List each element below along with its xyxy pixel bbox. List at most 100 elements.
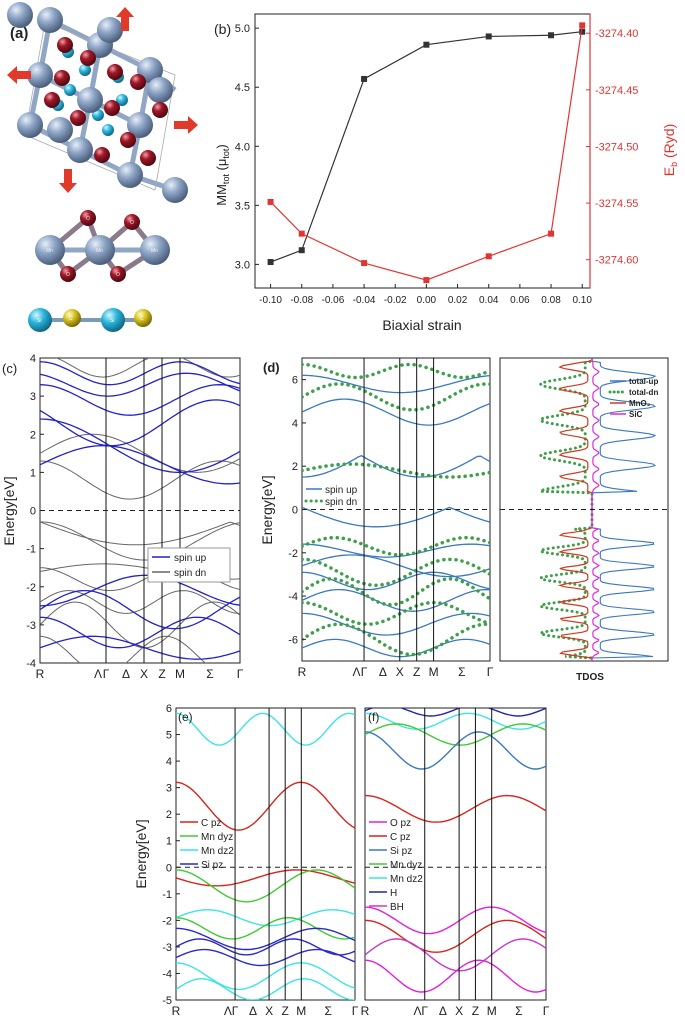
o-atom-label: O — [130, 220, 134, 226]
dos-x-label: TDOS — [576, 672, 604, 683]
plot-frame-b — [254, 13, 591, 289]
mn-atom — [140, 235, 170, 265]
y-tick-label: 0 — [292, 505, 298, 517]
k-label: Γ — [352, 1004, 359, 1017]
dos-legend-item: MnO₂ — [629, 399, 651, 408]
legend-item: spin dn — [325, 497, 357, 508]
projected-band — [365, 708, 546, 717]
band-spin-up — [40, 574, 240, 607]
y-tick-label: -3 — [162, 942, 172, 954]
band-spin-dn — [40, 601, 240, 649]
band-spin-dn — [40, 635, 207, 663]
y-tick-label: -2 — [26, 582, 36, 594]
k-label: Δ — [249, 1004, 257, 1017]
si-atom — [102, 124, 114, 136]
series-line — [270, 31, 583, 263]
y-tick-label: -4 — [162, 968, 172, 980]
k-label: R — [298, 665, 307, 679]
band-spin-dn — [302, 362, 490, 380]
sic-chain-structure: Si C Si C — [28, 308, 152, 332]
y-tick-label: 2 — [30, 429, 36, 441]
k-label: M — [429, 665, 439, 679]
si-atom-label: Si — [37, 318, 41, 324]
k-label: Z — [413, 665, 420, 679]
y-tick-label: 4 — [30, 353, 36, 365]
k-label: X — [455, 1004, 463, 1017]
projected-band — [365, 959, 546, 993]
y-axis-label-right-b: Eb (Ryd) — [661, 124, 679, 176]
data-point — [267, 198, 274, 205]
legend-e: C pz Mn dyz Mn dz2 Si pz — [180, 818, 234, 871]
band-spin-up — [40, 445, 240, 485]
y-tick-label: 6 — [166, 703, 172, 715]
band-spin-up — [40, 616, 240, 649]
data-point — [579, 28, 586, 35]
magnetic-moment-series — [267, 28, 586, 266]
y-tick-label: -1 — [26, 544, 36, 556]
unit-cell — [24, 21, 176, 191]
y-tick-label-right: -3274.50 — [595, 141, 638, 153]
dos-legend-item: total-dn — [629, 388, 658, 397]
band-spin-dn — [40, 521, 240, 546]
o-atom-label: O — [116, 272, 120, 278]
y-tick-label: 6 — [292, 375, 298, 387]
top-view-structure — [7, 2, 188, 203]
y-axis-label-c: Energy[eV] — [1, 476, 17, 545]
data-point — [423, 41, 430, 48]
projected-band — [176, 909, 355, 927]
projected-band — [176, 978, 355, 1000]
panel-label-f: (f) — [368, 710, 379, 724]
legend-item: Si pz — [390, 846, 412, 857]
projected-band — [176, 712, 355, 746]
y-tick-label: -1 — [162, 889, 172, 901]
o-atom — [124, 214, 140, 230]
o-atom — [104, 100, 120, 116]
band-spin-up — [40, 372, 240, 397]
y-ticks-left-b: 3.0 3.5 4.0 4.5 5.0 — [235, 23, 259, 271]
y-tick-label: -5 — [162, 995, 172, 1007]
mn-atom-label: Mn — [46, 248, 53, 254]
projected-band — [365, 723, 546, 746]
mn-atom — [27, 62, 53, 88]
mn-atom — [67, 137, 93, 163]
y-tick-label-left: 5.0 — [235, 23, 250, 35]
band-spin-dn — [55, 358, 240, 378]
data-point — [298, 247, 305, 254]
x-tick-label: 0.10 — [572, 295, 592, 306]
y-tick-label: 4 — [292, 418, 298, 430]
k-label: R — [172, 1004, 181, 1017]
k-label: Σ — [324, 1004, 331, 1017]
k-label: Γ — [237, 667, 244, 681]
x-tick-label: -0.04 — [353, 295, 376, 306]
o-atom — [57, 37, 73, 53]
si-atom — [79, 64, 91, 76]
projected-band — [176, 962, 355, 991]
k-label: Λ — [224, 1004, 232, 1017]
y-tick-label: 5 — [166, 730, 172, 742]
mn-atom — [127, 112, 153, 138]
band-spin-up — [302, 571, 490, 591]
k-label: Γ — [421, 1004, 428, 1017]
o-atom — [140, 150, 156, 166]
mn-atom — [117, 162, 143, 188]
y-tick-label: 2 — [292, 461, 298, 473]
k-label: M — [296, 1004, 306, 1017]
data-point — [361, 260, 368, 267]
bands-f — [365, 708, 546, 993]
projected-band — [176, 916, 355, 940]
y-axis-label-d: Energy[eV] — [259, 475, 275, 544]
band-spin-up — [302, 554, 490, 578]
k-label: Γ — [103, 667, 110, 681]
y-tick-label: -2 — [288, 548, 298, 560]
legend-item: Mn dyz — [201, 832, 233, 843]
panel-label-d: (d) — [263, 360, 280, 375]
legend-item: C pz — [201, 818, 222, 829]
x-tick-label: 0.02 — [448, 295, 468, 306]
y-tick-label: 3 — [166, 783, 172, 795]
projected-band — [176, 927, 355, 951]
x-tick-label: -0.06 — [322, 295, 345, 306]
projected-band — [365, 794, 546, 823]
